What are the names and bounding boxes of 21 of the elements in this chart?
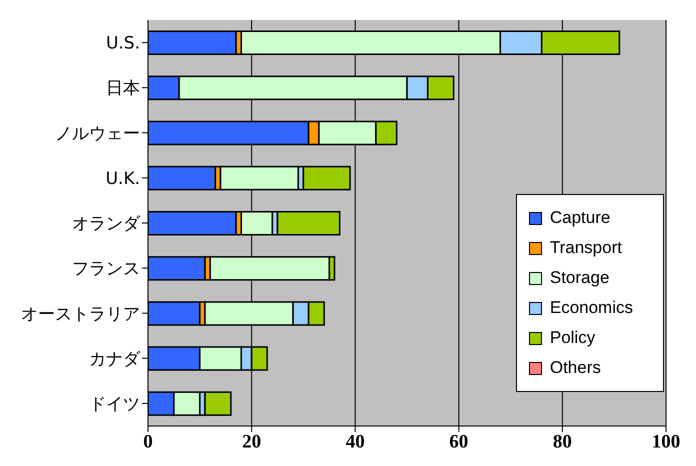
- x-tick-label: 0: [143, 431, 153, 452]
- legend-label: Transport: [550, 238, 622, 258]
- y-tick-label: オランダ: [72, 214, 141, 234]
- x-tick-label: 60: [449, 431, 468, 452]
- y-tick-label: カナダ: [89, 349, 141, 370]
- y-tick-label: U.K.: [106, 168, 140, 189]
- y-tick-label: ドイツ: [89, 394, 140, 414]
- legend-label: Others: [550, 358, 601, 378]
- y-tick-label: 日本: [106, 78, 140, 99]
- x-tick-label: 100: [652, 431, 680, 452]
- legend-label: Capture: [550, 208, 610, 228]
- legend-label: Economics: [550, 298, 633, 318]
- y-tick-label: オーストラリア: [21, 304, 140, 324]
- x-tick-label: 80: [552, 431, 572, 452]
- x-tick-label: 20: [242, 431, 262, 452]
- y-tick-label: U.S.: [106, 34, 140, 54]
- legend-label: Policy: [550, 328, 596, 348]
- x-tick-label: 40: [346, 431, 365, 452]
- y-tick-label: フランス: [72, 259, 140, 280]
- legend-label: Storage: [550, 268, 610, 288]
- y-tick-label: ノルウェー: [55, 124, 140, 144]
